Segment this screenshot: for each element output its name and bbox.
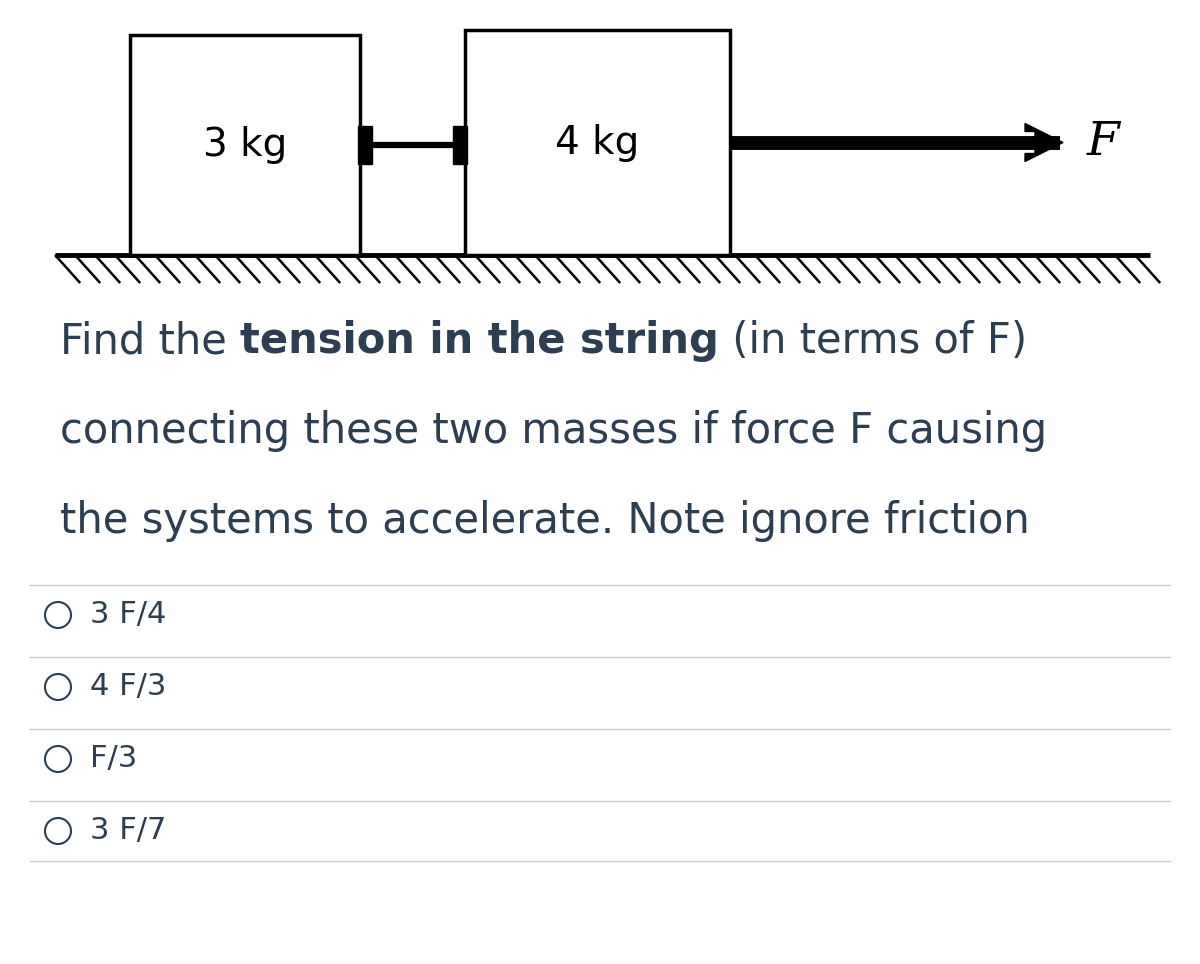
Text: (in terms of F): (in terms of F)	[719, 320, 1027, 362]
Text: 3 kg: 3 kg	[203, 126, 287, 164]
Text: F: F	[1087, 120, 1120, 165]
Text: 4 kg: 4 kg	[556, 123, 640, 162]
Text: F/3: F/3	[90, 744, 137, 773]
Bar	[130, 35, 360, 255]
Text: Find the: Find the	[60, 320, 240, 362]
Text: the systems to accelerate. Note ignore friction: the systems to accelerate. Note ignore f…	[60, 500, 1030, 542]
Bar	[358, 126, 372, 164]
Text: 4 F/3: 4 F/3	[90, 673, 167, 702]
Bar	[454, 126, 467, 164]
Bar	[466, 30, 730, 255]
Text: 3 F/4: 3 F/4	[90, 601, 167, 629]
FancyArrow shape	[1025, 123, 1063, 162]
Text: connecting these two masses if force F causing: connecting these two masses if force F c…	[60, 410, 1048, 452]
Text: tension in the string: tension in the string	[240, 320, 719, 362]
Text: 3 F/7: 3 F/7	[90, 817, 167, 845]
